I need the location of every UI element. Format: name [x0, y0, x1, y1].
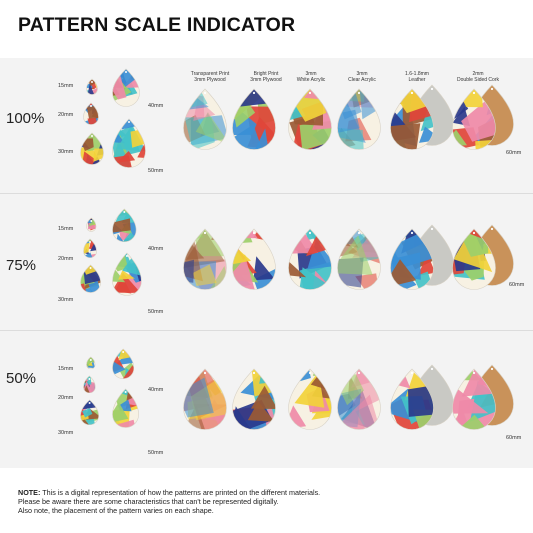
- material-swatch-4: [337, 228, 381, 290]
- size-label-60mm: 60mm: [506, 435, 522, 441]
- material-line: Transparent Print: [190, 71, 230, 77]
- size-label-40mm: 40mm: [148, 103, 164, 109]
- size-label-15mm: 15mm: [58, 83, 74, 89]
- note-line-3: Also note, the placement of the pattern …: [18, 506, 214, 515]
- material-swatch-1: [183, 88, 227, 150]
- divider: [0, 193, 533, 194]
- material-header-3: 3mm White Acrylic: [278, 71, 344, 83]
- size-sample-30mm: [80, 399, 99, 425]
- material-swatch-2: [232, 368, 276, 430]
- size-label-15mm: 15mm: [58, 366, 74, 372]
- size-sample-50mm: [112, 252, 142, 296]
- material-line: Leather: [408, 77, 426, 83]
- material-line: 1.6-1.8mm: [405, 71, 429, 77]
- size-label-30mm: 30mm: [58, 297, 74, 303]
- material-swatch-3: [288, 88, 332, 150]
- size-sample-15mm: [86, 217, 97, 232]
- material-swatch-5: [390, 228, 434, 290]
- material-line: Double Sided Cork: [457, 77, 499, 83]
- size-sample-50mm: [112, 118, 146, 168]
- material-header-6: 2mm Double Sided Cork: [445, 71, 511, 83]
- size-sample-15mm: [86, 78, 98, 95]
- size-label-50mm: 50mm: [148, 450, 164, 456]
- page-title: PATTERN SCALE INDICATOR: [18, 14, 296, 36]
- material-line: 3mm: [305, 71, 317, 77]
- size-label-40mm: 40mm: [148, 387, 164, 393]
- material-header-4: 3mm Clear Acrylic: [329, 71, 395, 83]
- material-line: White Acrylic: [296, 77, 326, 83]
- material-line: 3mm Plywood: [250, 77, 282, 83]
- size-sample-30mm: [80, 132, 104, 165]
- size-sample-30mm: [80, 264, 101, 293]
- material-swatch-4: [337, 368, 381, 430]
- scale-label-50: 50%: [6, 370, 37, 387]
- material-header-1: Transparent Print 3mm Plywood: [177, 71, 243, 83]
- size-label-20mm: 20mm: [58, 256, 74, 262]
- material-swatch-1: [183, 368, 227, 430]
- size-sample-20mm: [83, 102, 99, 125]
- size-sample-15mm: [86, 356, 96, 369]
- material-swatch-5: [390, 368, 434, 430]
- note-label: NOTE:: [18, 488, 41, 497]
- size-label-40mm: 40mm: [148, 246, 164, 252]
- size-sample-40mm: [112, 208, 137, 242]
- material-line: Clear Acrylic: [348, 77, 376, 83]
- size-sample-40mm: [112, 348, 135, 379]
- note-line-1: This is a digital representation of how …: [42, 488, 321, 497]
- material-swatch-6: [452, 368, 496, 430]
- material-swatch-5: [390, 88, 434, 150]
- material-swatch-6: [452, 228, 496, 290]
- size-label-50mm: 50mm: [148, 309, 164, 315]
- size-label-60mm: 60mm: [506, 150, 522, 156]
- size-sample-20mm: [83, 375, 96, 393]
- material-swatch-2: [232, 228, 276, 290]
- size-label-60mm: 60mm: [509, 282, 525, 288]
- size-sample-40mm: [112, 68, 140, 107]
- size-label-20mm: 20mm: [58, 395, 74, 401]
- material-swatch-2: [232, 88, 276, 150]
- size-label-30mm: 30mm: [58, 149, 74, 155]
- size-label-30mm: 30mm: [58, 430, 74, 436]
- scale-label-75: 75%: [6, 257, 37, 274]
- material-line: 3mm Plywood: [194, 77, 226, 83]
- size-label-50mm: 50mm: [148, 168, 164, 174]
- material-swatch-6: [452, 88, 496, 150]
- divider: [0, 330, 533, 331]
- material-swatch-4: [337, 88, 381, 150]
- scale-label-100: 100%: [6, 110, 45, 127]
- material-swatch-1: [183, 228, 227, 290]
- material-line: Bright Print: [253, 71, 279, 77]
- material-swatch-3: [288, 228, 332, 290]
- size-sample-50mm: [112, 388, 139, 428]
- size-label-15mm: 15mm: [58, 226, 74, 232]
- material-line: 3mm: [356, 71, 368, 77]
- material-line: 2mm: [472, 71, 484, 77]
- material-header-2: Bright Print 3mm Plywood: [233, 71, 299, 83]
- material-header-5: 1.6-1.8mm Leather: [384, 71, 450, 83]
- size-sample-20mm: [83, 238, 97, 258]
- footnote: NOTE: This is a digital representation o…: [18, 488, 518, 515]
- size-label-20mm: 20mm: [58, 112, 74, 118]
- material-swatch-3: [288, 368, 332, 430]
- note-line-2: Please be aware there are some character…: [18, 497, 279, 506]
